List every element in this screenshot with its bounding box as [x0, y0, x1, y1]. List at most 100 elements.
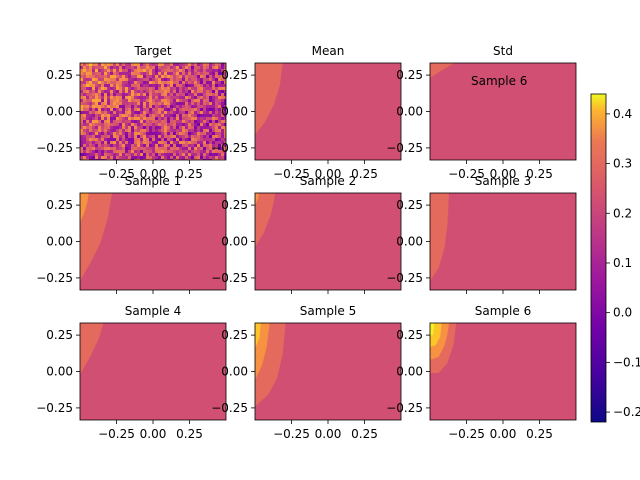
- heatmap-cell: [221, 78, 225, 82]
- heatmap-cell: [176, 93, 180, 97]
- heatmap-cell: [173, 153, 177, 157]
- heatmap-cell: [167, 81, 171, 85]
- heatmap-cell: [218, 114, 222, 118]
- heatmap-cell: [194, 153, 198, 157]
- heatmap-cell: [131, 102, 135, 106]
- heatmap-cell: [104, 153, 108, 157]
- heatmap-cell: [116, 135, 120, 139]
- heatmap-cell: [215, 111, 219, 115]
- heatmap-cell: [182, 126, 186, 130]
- heatmap-cell: [137, 105, 141, 109]
- heatmap-cell: [131, 150, 135, 154]
- heatmap-cell: [224, 90, 226, 94]
- heatmap-cell: [134, 108, 138, 112]
- heatmap-cell: [92, 156, 96, 160]
- heatmap-cell: [221, 144, 225, 148]
- heatmap-cell: [140, 102, 144, 106]
- heatmap-cell: [95, 90, 99, 94]
- heatmap-cell: [92, 66, 96, 70]
- heatmap-cell: [125, 81, 129, 85]
- heatmap-cell: [140, 81, 144, 85]
- heatmap-cell: [158, 108, 162, 112]
- colorbar-frame: [590, 93, 607, 423]
- heatmap-cell: [188, 72, 192, 76]
- heatmap-cell: [149, 141, 153, 145]
- heatmap-cell: [167, 87, 171, 91]
- heatmap-cell: [146, 78, 150, 82]
- heatmap-cell: [98, 153, 102, 157]
- heatmap-cell: [101, 108, 105, 112]
- heatmap-cell: [89, 111, 93, 115]
- heatmap-cell: [104, 96, 108, 100]
- heatmap-cell: [182, 72, 186, 76]
- heatmap-cell: [119, 75, 123, 79]
- heatmap-cell: [83, 63, 87, 67]
- heatmap-cell: [128, 87, 132, 91]
- heatmap-cell: [125, 150, 129, 154]
- heatmap-cell: [203, 69, 207, 73]
- heatmap-cell: [149, 117, 153, 121]
- heatmap-cell: [146, 105, 150, 109]
- heatmap-cell: [89, 90, 93, 94]
- heatmap-cell: [167, 120, 171, 124]
- heatmap-cell: [221, 69, 225, 73]
- heatmap-cell: [164, 105, 168, 109]
- heatmap-cell: [206, 66, 210, 70]
- heatmap-cell: [188, 135, 192, 139]
- heatmap-cell: [212, 105, 216, 109]
- heatmap-cell: [86, 150, 90, 154]
- heatmap-cell: [194, 150, 198, 154]
- heatmap-cell: [125, 111, 129, 115]
- heatmap-cell: [182, 96, 186, 100]
- heatmap-cell: [188, 159, 192, 160]
- heatmap-cell: [95, 117, 99, 121]
- heatmap-cell: [98, 87, 102, 91]
- heatmap-cell: [95, 159, 99, 160]
- heatmap-cell: [173, 129, 177, 133]
- heatmap-cell: [92, 138, 96, 142]
- heatmap-cell: [203, 108, 207, 112]
- heatmap-cell: [101, 144, 105, 148]
- heatmap-cell: [80, 114, 84, 118]
- heatmap-cell: [92, 144, 96, 148]
- heatmap-cell: [173, 84, 177, 88]
- heatmap-cell: [206, 111, 210, 115]
- heatmap-cell: [161, 108, 165, 112]
- heatmap-cell: [83, 69, 87, 73]
- heatmap-cell: [200, 120, 204, 124]
- heatmap-cell: [152, 69, 156, 73]
- heatmap-cell: [188, 153, 192, 157]
- x-tick-label: 0.25: [176, 167, 203, 181]
- heatmap-cell: [143, 150, 147, 154]
- heatmap-cell: [188, 111, 192, 115]
- heatmap-cell: [95, 153, 99, 157]
- y-tick-label: 0.00: [221, 105, 248, 119]
- heatmap-cell: [179, 108, 183, 112]
- heatmap-cell: [188, 117, 192, 121]
- heatmap-cell: [170, 75, 174, 79]
- heatmap-cell: [176, 111, 180, 115]
- heatmap-cell: [143, 102, 147, 106]
- heatmap-cell: [104, 102, 108, 106]
- heatmap-cell: [209, 159, 213, 160]
- heatmap-cell: [143, 93, 147, 97]
- heatmap-cell: [155, 114, 159, 118]
- heatmap-cell: [137, 93, 141, 97]
- heatmap-cell: [104, 132, 108, 136]
- heatmap-cell: [113, 102, 117, 106]
- heatmap-cell: [161, 66, 165, 70]
- heatmap-cell: [110, 81, 114, 85]
- heatmap-cell: [197, 99, 201, 103]
- heatmap-cell: [116, 90, 120, 94]
- heatmap-cell: [176, 96, 180, 100]
- heatmap-cell: [191, 126, 195, 130]
- heatmap-cell: [188, 144, 192, 148]
- heatmap-cell: [218, 153, 222, 157]
- heatmap-cell: [137, 126, 141, 130]
- heatmap-cell: [122, 159, 126, 160]
- heatmap-cell: [86, 63, 90, 67]
- heatmap-cell: [188, 126, 192, 130]
- heatmap-cell: [191, 129, 195, 133]
- heatmap-cell: [185, 159, 189, 160]
